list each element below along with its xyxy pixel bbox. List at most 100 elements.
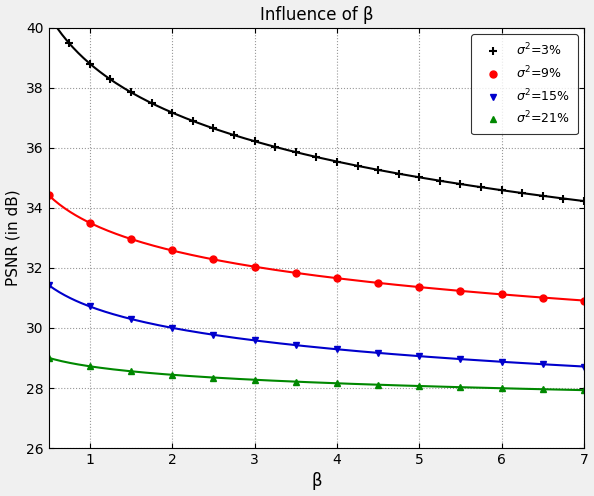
$\sigma^2$=3% (519, 190, 526, 196)
$\sigma^2$=15% (210, 332, 217, 338)
$\sigma^2$=9% (478, 290, 485, 296)
$\sigma^2$=9% (45, 192, 52, 198)
$\sigma^2$=3% (313, 154, 320, 160)
$\sigma^2$=21% (65, 360, 72, 366)
$\sigma^2$=3% (107, 76, 114, 82)
$\sigma^2$=9% (86, 220, 93, 226)
$\sigma^2$=3% (86, 61, 93, 66)
$\sigma^2$=9% (107, 229, 114, 235)
$\sigma^2$=21% (128, 369, 135, 374)
$\sigma^2$=9% (560, 296, 567, 302)
$\sigma^2$=9% (251, 264, 258, 270)
$\sigma^2$=9% (539, 295, 546, 301)
$\sigma^2$=15% (354, 348, 361, 354)
$\sigma^2$=15% (313, 344, 320, 350)
$\sigma^2$=3% (416, 174, 423, 180)
$\sigma^2$=9% (230, 260, 238, 266)
$\sigma^2$=3% (395, 171, 402, 177)
$\sigma^2$=15% (478, 358, 485, 364)
$\sigma^2$=9% (354, 278, 361, 284)
$\sigma^2$=3% (457, 181, 464, 187)
$\sigma^2$=21% (519, 386, 526, 392)
$\sigma^2$=21% (354, 381, 361, 387)
$\sigma^2$=21% (539, 386, 546, 392)
$\sigma^2$=9% (416, 284, 423, 290)
$\sigma^2$=21% (169, 372, 176, 378)
$\sigma^2$=9% (128, 236, 135, 242)
$\sigma^2$=3% (148, 100, 155, 106)
$\sigma^2$=21% (313, 379, 320, 385)
$\sigma^2$=9% (210, 256, 217, 262)
$\sigma^2$=9% (457, 288, 464, 294)
$\sigma^2$=15% (519, 360, 526, 366)
$\sigma^2$=15% (169, 325, 176, 331)
Line: $\sigma^2$=21%: $\sigma^2$=21% (45, 354, 587, 394)
$\sigma^2$=15% (128, 316, 135, 322)
$\sigma^2$=15% (292, 342, 299, 348)
$\sigma^2$=21% (148, 370, 155, 376)
$\sigma^2$=21% (416, 383, 423, 389)
Line: $\sigma^2$=3%: $\sigma^2$=3% (45, 10, 588, 205)
$\sigma^2$=3% (65, 40, 72, 46)
$\sigma^2$=21% (478, 385, 485, 391)
$\sigma^2$=15% (45, 282, 52, 288)
$\sigma^2$=21% (86, 364, 93, 370)
$\sigma^2$=21% (560, 387, 567, 393)
$\sigma^2$=9% (395, 282, 402, 288)
$\sigma^2$=3% (375, 167, 382, 173)
$\sigma^2$=15% (333, 346, 340, 352)
$\sigma^2$=21% (375, 382, 382, 388)
$\sigma^2$=3% (333, 159, 340, 165)
$\sigma^2$=3% (251, 138, 258, 144)
$\sigma^2$=15% (539, 361, 546, 367)
$\sigma^2$=15% (457, 356, 464, 362)
$\sigma^2$=21% (395, 382, 402, 388)
$\sigma^2$=9% (313, 273, 320, 279)
$\sigma^2$=3% (437, 178, 444, 184)
$\sigma^2$=3% (478, 184, 485, 190)
$\sigma^2$=9% (189, 252, 197, 258)
$\sigma^2$=3% (292, 149, 299, 155)
$\sigma^2$=9% (580, 298, 587, 304)
$\sigma^2$=3% (580, 198, 587, 204)
$\sigma^2$=15% (148, 321, 155, 327)
$\sigma^2$=3% (189, 118, 197, 124)
$\sigma^2$=15% (251, 337, 258, 343)
$\sigma^2$=21% (210, 374, 217, 380)
$\sigma^2$=15% (189, 328, 197, 334)
Line: $\sigma^2$=9%: $\sigma^2$=9% (45, 191, 587, 304)
$\sigma^2$=9% (292, 270, 299, 276)
$\sigma^2$=21% (580, 387, 587, 393)
$\sigma^2$=21% (251, 377, 258, 383)
$\sigma^2$=9% (375, 280, 382, 286)
$\sigma^2$=15% (230, 335, 238, 341)
$\sigma^2$=15% (498, 359, 505, 365)
$\sigma^2$=9% (437, 286, 444, 292)
$\sigma^2$=21% (189, 373, 197, 379)
$\sigma^2$=21% (45, 355, 52, 361)
$\sigma^2$=15% (107, 310, 114, 316)
$\sigma^2$=9% (65, 208, 72, 214)
$\sigma^2$=21% (292, 378, 299, 384)
Legend: $\sigma^2$=3%, $\sigma^2$=9%, $\sigma^2$=15%, $\sigma^2$=21%: $\sigma^2$=3%, $\sigma^2$=9%, $\sigma^2$… (471, 34, 578, 134)
$\sigma^2$=15% (560, 363, 567, 369)
$\sigma^2$=15% (271, 340, 279, 346)
$\sigma^2$=9% (169, 248, 176, 253)
$\sigma^2$=21% (230, 376, 238, 382)
$\sigma^2$=15% (580, 364, 587, 370)
$\sigma^2$=9% (333, 275, 340, 281)
$\sigma^2$=21% (271, 378, 279, 384)
$\sigma^2$=3% (271, 144, 279, 150)
$\sigma^2$=15% (86, 304, 93, 310)
$\sigma^2$=3% (498, 187, 505, 193)
$\sigma^2$=21% (333, 380, 340, 386)
$\sigma^2$=21% (457, 384, 464, 390)
$\sigma^2$=21% (437, 383, 444, 389)
$\sigma^2$=15% (416, 353, 423, 359)
$\sigma^2$=3% (45, 12, 52, 18)
$\sigma^2$=15% (375, 350, 382, 356)
$\sigma^2$=3% (354, 163, 361, 169)
$\sigma^2$=3% (230, 132, 238, 138)
$\sigma^2$=15% (65, 295, 72, 301)
X-axis label: β: β (311, 473, 321, 491)
